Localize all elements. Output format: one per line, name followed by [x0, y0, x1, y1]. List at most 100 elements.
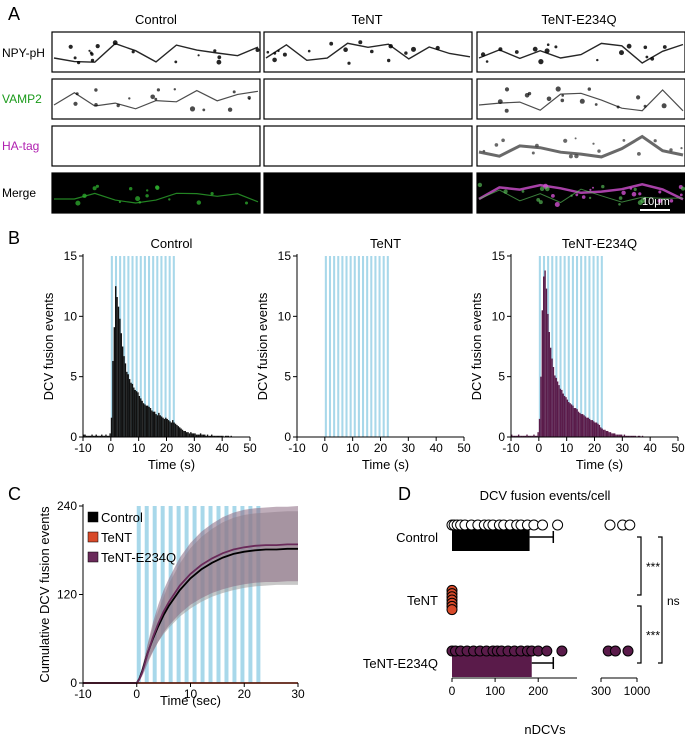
hist-bar: [572, 405, 574, 437]
hist-bar: [183, 430, 185, 437]
hist-bar: [627, 435, 630, 437]
hist-title: Control: [151, 236, 193, 251]
neurite-trace: [53, 89, 259, 110]
hist-bar: [226, 435, 228, 437]
panel-label-b: B: [8, 228, 20, 248]
hist-bar: [211, 434, 213, 437]
vesicle-punctum: [118, 200, 121, 204]
micrograph-grid: [51, 31, 685, 214]
hist-bar: [133, 387, 135, 437]
vesicle-punctum: [680, 147, 683, 150]
vesicle-punctum: [545, 186, 550, 192]
x-tick-label: 40: [429, 441, 443, 455]
vesicle-punctum: [112, 40, 118, 46]
stimulus-band: [216, 506, 221, 683]
micrograph-r0-c1: [263, 31, 473, 73]
vesicle-punctum: [503, 189, 508, 194]
hist-bar: [637, 435, 640, 437]
hist-bar: [513, 435, 516, 437]
stimulus-band: [152, 256, 155, 437]
x-tick-label: 0: [449, 684, 456, 698]
vesicle-punctum: [435, 45, 440, 51]
hist-bar: [217, 435, 220, 437]
hist-bar: [641, 435, 644, 437]
scale-bar-label: 10μm: [642, 196, 670, 208]
hist-bar: [209, 435, 212, 437]
hist-bar: [512, 435, 514, 437]
vesicle-punctum: [202, 108, 206, 112]
neurite-trace: [478, 188, 684, 204]
vesicle-punctum: [480, 52, 486, 57]
vesicle-punctum: [546, 43, 550, 46]
hist-bar: [609, 432, 612, 437]
significance-label: ***: [646, 560, 660, 574]
hist-bar: [187, 432, 189, 437]
hist-bar: [563, 395, 566, 437]
hist-bar: [594, 422, 596, 437]
hist-bar: [144, 404, 146, 437]
hist-bar: [543, 276, 545, 437]
y-tick-label: 15: [492, 249, 506, 263]
hist-bar: [633, 435, 635, 437]
vesicle-punctum: [196, 200, 201, 205]
hist-bar: [115, 286, 117, 437]
hist-bar: [96, 435, 99, 437]
y-tick-label: 15: [278, 249, 292, 263]
hist-bar: [117, 306, 120, 437]
hist-bar: [562, 393, 564, 437]
x-axis-label: Time (s): [148, 457, 195, 472]
hist-bar: [113, 327, 116, 437]
vesicle-punctum: [75, 92, 79, 96]
hist-bar: [523, 435, 525, 437]
hist-bar: [216, 435, 218, 437]
x-tick-label: 0: [535, 441, 542, 455]
hist-bar: [120, 333, 122, 437]
hist-bar: [556, 381, 559, 437]
vesicle-punctum: [669, 148, 673, 152]
stimulus-band: [353, 256, 356, 437]
hist-bar: [131, 383, 134, 437]
category-label-tent: TeNT: [407, 593, 438, 608]
stimulus-band: [164, 256, 167, 437]
hist-bar: [140, 398, 142, 437]
vesicle-punctum: [532, 46, 538, 52]
hist-bar: [558, 385, 560, 437]
stimulus-band: [123, 256, 126, 437]
hist-bar: [98, 435, 100, 437]
stimulus-band: [168, 256, 171, 437]
hist-bar: [204, 434, 206, 437]
vesicle-punctum: [681, 186, 685, 191]
hist-bar: [101, 434, 103, 437]
vesicle-punctum: [482, 149, 486, 153]
hist-bar: [121, 346, 124, 437]
vesicle-punctum: [329, 41, 334, 46]
hist-bar: [583, 415, 585, 437]
hist-bar: [108, 435, 110, 437]
neurite-trace: [478, 134, 684, 159]
stimulus-band: [256, 506, 261, 683]
vesicle-punctum: [575, 193, 579, 197]
hist-bar: [163, 418, 166, 437]
hist-bar: [584, 416, 587, 437]
hist-bar: [517, 434, 520, 437]
hist-bar: [526, 434, 528, 437]
hist-bar: [202, 434, 205, 437]
hist-bar: [99, 435, 102, 437]
vesicle-punctum: [129, 187, 133, 191]
vesicle-punctum: [155, 185, 160, 190]
hist-bar: [598, 424, 601, 437]
stimulus-band: [386, 256, 389, 437]
vesicle-punctum: [477, 182, 483, 188]
x-tick-label: 40: [215, 441, 229, 455]
hist-bar: [544, 270, 546, 437]
stimulus-band: [224, 506, 229, 683]
x-tick-label: 10: [184, 687, 198, 701]
panel-label-c: C: [8, 484, 21, 504]
hist-bar: [516, 435, 518, 437]
y-axis-label: DCV fusion events: [255, 292, 270, 400]
vesicle-punctum: [531, 151, 535, 155]
stimulus-band: [378, 256, 381, 437]
hist-bar: [612, 433, 614, 437]
